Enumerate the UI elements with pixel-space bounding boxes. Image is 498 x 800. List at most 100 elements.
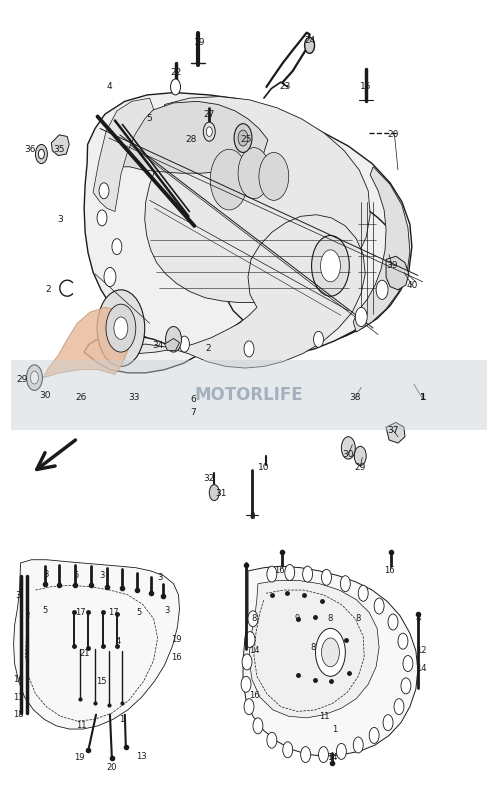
Text: MOTORLIFE: MOTORLIFE	[195, 386, 303, 404]
Text: 23: 23	[279, 82, 290, 90]
Text: 7: 7	[191, 408, 196, 418]
Circle shape	[97, 290, 145, 366]
Circle shape	[97, 210, 107, 226]
Polygon shape	[84, 93, 412, 355]
Circle shape	[253, 718, 263, 734]
Circle shape	[241, 676, 251, 692]
Text: 2: 2	[206, 343, 211, 353]
Text: 1: 1	[419, 393, 425, 402]
Circle shape	[267, 566, 277, 582]
Text: 13: 13	[136, 752, 147, 761]
Circle shape	[314, 331, 324, 347]
FancyBboxPatch shape	[10, 360, 488, 430]
Circle shape	[165, 326, 181, 352]
Text: 5: 5	[43, 606, 48, 615]
Text: 36: 36	[25, 145, 36, 154]
Circle shape	[206, 127, 212, 137]
Text: 21: 21	[80, 650, 90, 658]
Polygon shape	[386, 256, 409, 290]
Text: 16: 16	[13, 675, 24, 684]
Text: 16: 16	[171, 653, 182, 662]
Circle shape	[354, 446, 366, 466]
Text: 8: 8	[251, 614, 256, 623]
Text: 29: 29	[355, 462, 366, 471]
Text: 8: 8	[356, 614, 361, 623]
Text: 17: 17	[108, 608, 118, 617]
Circle shape	[312, 235, 349, 296]
Text: 3': 3'	[16, 591, 23, 600]
Text: 8: 8	[310, 643, 315, 652]
Circle shape	[388, 614, 398, 630]
Text: 20: 20	[107, 763, 117, 772]
Text: 6: 6	[191, 395, 196, 405]
Text: 8: 8	[249, 512, 255, 521]
Text: 14: 14	[249, 646, 259, 655]
Text: 11: 11	[76, 722, 86, 730]
Text: 19: 19	[74, 754, 84, 762]
Text: 17: 17	[75, 608, 86, 617]
Circle shape	[238, 130, 248, 146]
Text: 16: 16	[274, 566, 285, 575]
Circle shape	[341, 437, 355, 459]
Polygon shape	[110, 214, 365, 368]
Circle shape	[283, 742, 293, 758]
Text: 12: 12	[416, 646, 427, 655]
Text: 30: 30	[343, 450, 354, 459]
Text: 37: 37	[387, 426, 399, 435]
Text: 18: 18	[13, 710, 24, 719]
Text: 31: 31	[216, 489, 227, 498]
Text: 1: 1	[332, 725, 337, 734]
Circle shape	[114, 317, 128, 339]
Text: 10: 10	[258, 462, 269, 471]
Text: 4: 4	[115, 637, 121, 646]
Text: 27: 27	[204, 110, 215, 118]
Polygon shape	[51, 135, 69, 156]
Text: 15: 15	[96, 677, 106, 686]
Polygon shape	[353, 167, 410, 332]
Text: 2: 2	[45, 286, 51, 294]
Text: 20: 20	[387, 130, 399, 139]
Text: 9: 9	[294, 614, 299, 623]
Text: 33: 33	[128, 393, 139, 402]
Circle shape	[285, 565, 295, 581]
Text: 3: 3	[164, 606, 169, 615]
Circle shape	[104, 267, 116, 286]
Polygon shape	[13, 560, 179, 729]
Polygon shape	[43, 307, 134, 378]
Circle shape	[303, 566, 313, 582]
Circle shape	[322, 638, 339, 666]
Text: 29: 29	[16, 374, 27, 384]
Circle shape	[248, 611, 258, 627]
Text: 11: 11	[319, 712, 330, 721]
Circle shape	[358, 586, 368, 602]
Circle shape	[259, 153, 289, 200]
Text: 25: 25	[241, 135, 251, 144]
Text: 4: 4	[106, 82, 112, 90]
Text: 30: 30	[40, 390, 51, 400]
Circle shape	[244, 341, 254, 357]
Text: 3: 3	[157, 573, 162, 582]
Circle shape	[210, 150, 248, 210]
Circle shape	[376, 280, 388, 299]
Text: 3: 3	[44, 570, 49, 578]
Circle shape	[403, 655, 413, 671]
Text: 26: 26	[76, 393, 87, 402]
Text: 28: 28	[186, 135, 197, 144]
Circle shape	[234, 124, 252, 153]
Circle shape	[369, 727, 379, 743]
Circle shape	[99, 182, 109, 198]
Circle shape	[179, 336, 189, 352]
Text: 22: 22	[170, 68, 181, 77]
Circle shape	[209, 485, 219, 501]
Circle shape	[322, 570, 332, 586]
Circle shape	[106, 304, 136, 352]
Circle shape	[170, 79, 180, 95]
Circle shape	[316, 629, 345, 676]
Text: 5: 5	[146, 114, 151, 122]
Circle shape	[203, 122, 215, 142]
Text: 14: 14	[327, 754, 338, 762]
Text: 3: 3	[57, 215, 63, 224]
Circle shape	[244, 698, 254, 714]
Circle shape	[337, 743, 346, 759]
Text: 40: 40	[406, 281, 418, 290]
